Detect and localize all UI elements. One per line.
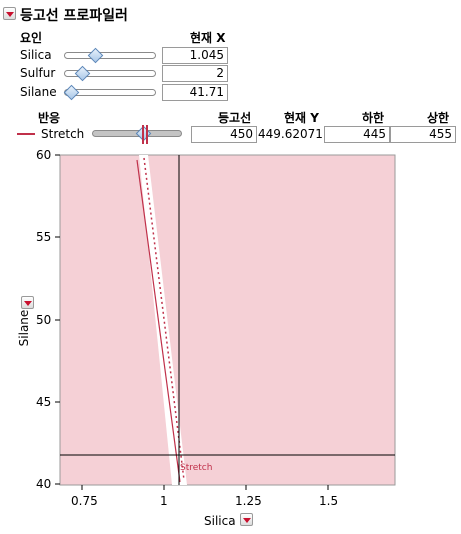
factor-value-field[interactable]: 2 bbox=[162, 65, 228, 82]
x-axis-label: Silica bbox=[204, 514, 236, 528]
factor-slider-track[interactable] bbox=[64, 52, 156, 59]
contour-column-header: 등고선 bbox=[218, 111, 252, 125]
response-label: Stretch bbox=[41, 127, 85, 141]
y-axis-ticks bbox=[55, 154, 60, 485]
lower-limit-field[interactable]: 445 bbox=[324, 126, 390, 143]
x-tick-label: 1 bbox=[160, 494, 168, 508]
upper-limit-field[interactable]: 455 bbox=[390, 126, 456, 143]
x-axis-menu-icon[interactable] bbox=[240, 513, 253, 526]
contour-value-field[interactable]: 450 bbox=[191, 126, 257, 143]
current-x-column-header: 현재 X bbox=[190, 31, 226, 45]
factor-value-field[interactable]: 1.045 bbox=[162, 47, 228, 64]
factor-slider-track[interactable] bbox=[64, 70, 156, 77]
x-tick-label: 1.25 bbox=[235, 494, 262, 508]
y-tick-label: 40 bbox=[36, 477, 52, 491]
contour-slider-marker bbox=[146, 125, 148, 144]
y-axis-label: Silane bbox=[17, 309, 31, 347]
y-tick-label: 60 bbox=[36, 148, 52, 162]
current-y-column-header: 현재 Y bbox=[284, 111, 319, 125]
profiler-title: 등고선 프로파일러 bbox=[20, 8, 128, 24]
limit-line bbox=[143, 157, 185, 481]
plot-area bbox=[59, 154, 396, 486]
x-axis-ticks bbox=[81, 485, 329, 490]
response-legend-line bbox=[17, 133, 35, 135]
y-tick-label: 55 bbox=[36, 230, 52, 244]
contour-label: Stretch bbox=[180, 463, 212, 473]
header-menu-icon[interactable] bbox=[3, 7, 16, 20]
lower-limit-column-header: 하한 bbox=[362, 111, 385, 125]
x-tick-label: 0.75 bbox=[71, 494, 98, 508]
contour-line bbox=[136, 159, 181, 483]
factor-value-field[interactable]: 41.71 bbox=[162, 84, 228, 101]
factor-column-header: 요인 bbox=[20, 31, 43, 45]
current-y-value: 449.62071 bbox=[258, 127, 323, 141]
y-axis-menu-icon[interactable] bbox=[21, 296, 34, 309]
y-tick-label: 45 bbox=[36, 395, 52, 409]
factor-label: Silane bbox=[20, 85, 57, 99]
factor-label: Silica bbox=[20, 48, 52, 62]
x-tick-label: 1.5 bbox=[319, 494, 339, 508]
contour-slider-marker bbox=[142, 125, 144, 144]
response-column-header: 반응 bbox=[38, 111, 61, 125]
factor-label: Sulfur bbox=[20, 66, 56, 80]
upper-limit-column-header: 상한 bbox=[427, 111, 450, 125]
y-tick-label: 50 bbox=[36, 313, 52, 327]
